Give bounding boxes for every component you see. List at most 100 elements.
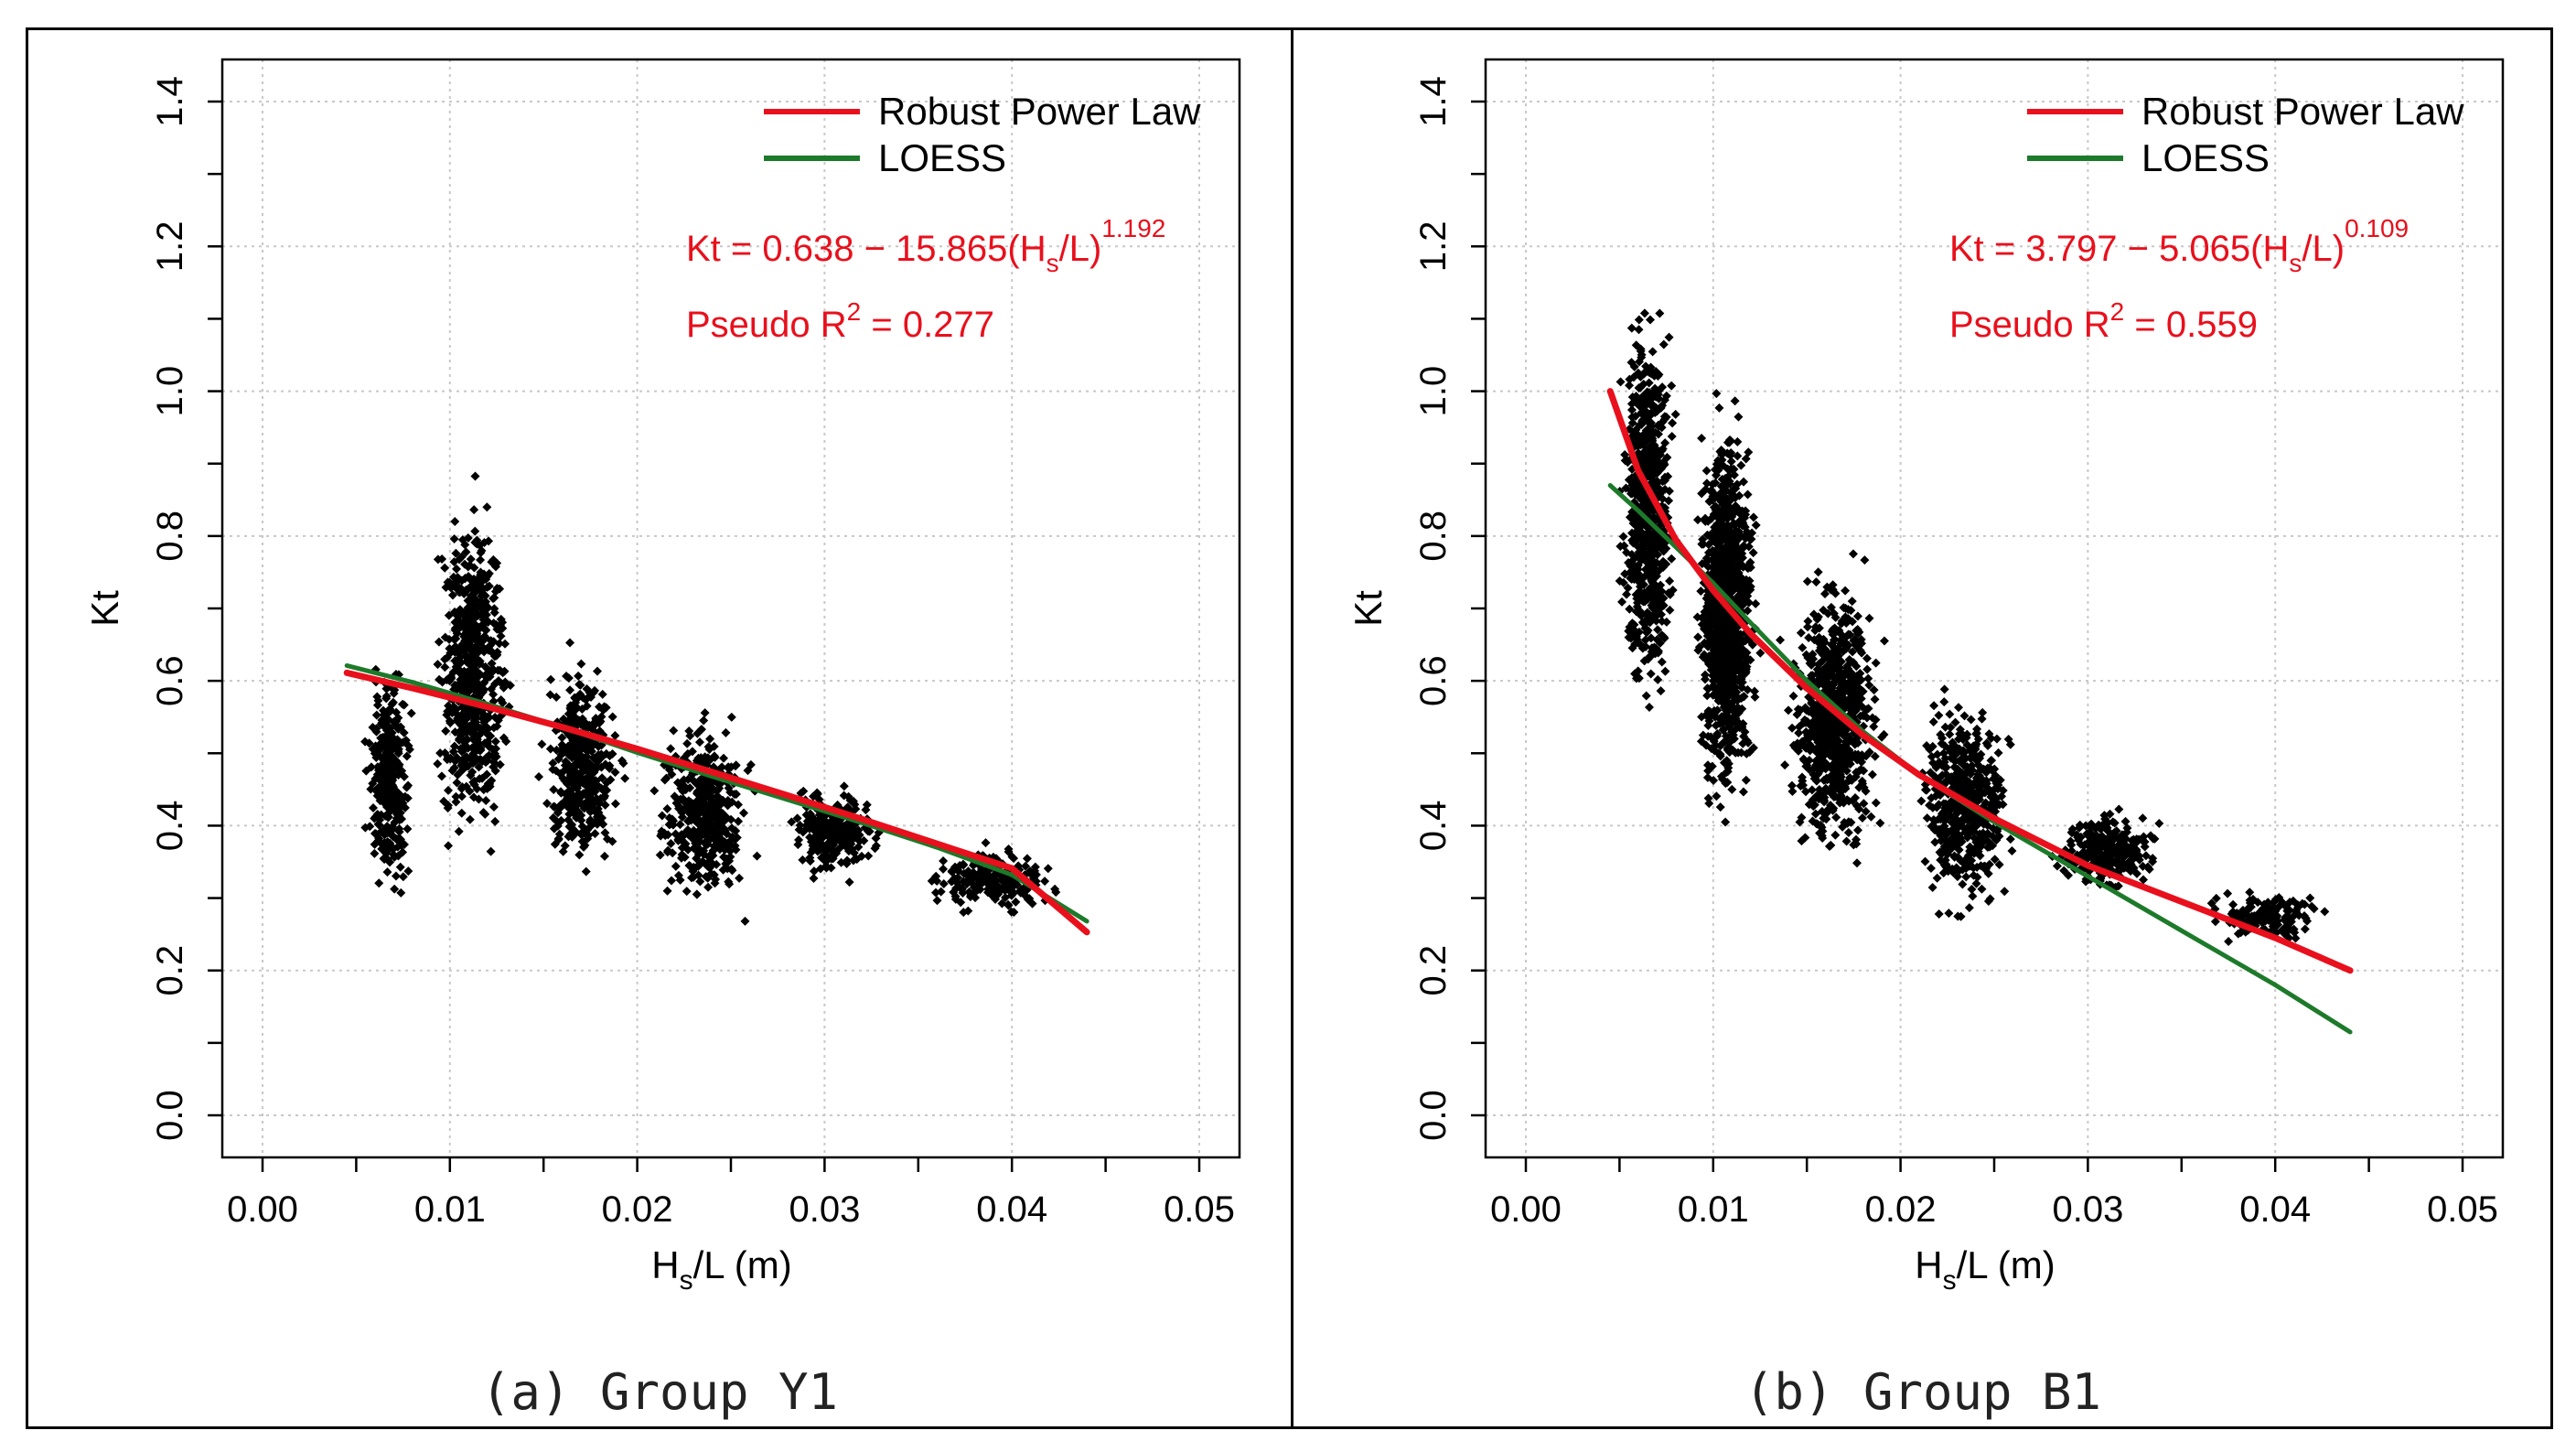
- scatter-point: [1801, 705, 1811, 715]
- scatter-point: [383, 823, 393, 834]
- x-axis-label: Hs/L (m): [651, 1243, 791, 1296]
- scatter-point: [577, 768, 587, 778]
- scatter-point: [595, 726, 605, 737]
- scatter-point: [1846, 817, 1856, 827]
- x-tick-label: 0.01: [1678, 1189, 1749, 1230]
- scatter-point: [595, 798, 605, 808]
- scatter-point: [1629, 361, 1639, 371]
- scatter-point: [448, 747, 458, 757]
- scatter-point: [373, 695, 383, 705]
- scatter-point: [455, 734, 465, 744]
- scatter-point: [1722, 756, 1732, 766]
- scatter-point: [1755, 648, 1766, 658]
- scatter-point: [845, 823, 855, 834]
- x-axis-label-sub: s: [680, 1265, 693, 1296]
- scatter-point: [664, 820, 674, 830]
- scatter-point: [1802, 730, 1812, 740]
- scatter-point: [398, 699, 408, 709]
- scatter-point: [1027, 898, 1037, 909]
- scatter-point: [1870, 694, 1880, 704]
- scatter-point: [669, 726, 679, 736]
- scatter-point: [1736, 748, 1746, 758]
- scatter-point: [719, 753, 729, 763]
- scatter-point: [1653, 625, 1663, 635]
- scatter-point: [575, 680, 585, 690]
- scatter-point: [1864, 747, 1874, 757]
- scatter-point: [601, 703, 611, 713]
- scatter-point: [1637, 522, 1647, 532]
- scatter-point: [1624, 632, 1634, 642]
- scatter-point: [1744, 748, 1755, 758]
- scatter-point: [565, 685, 575, 695]
- scatter-point: [1643, 522, 1653, 532]
- scatter-point: [374, 878, 384, 888]
- scatter-point: [574, 740, 584, 750]
- scatter-point: [1814, 675, 1824, 685]
- scatter-point: [1634, 383, 1644, 393]
- scatter-point: [579, 780, 589, 790]
- scatter-point: [1723, 659, 1733, 669]
- scatter-point: [939, 864, 949, 874]
- scatter-point: [839, 791, 849, 801]
- scatter-point: [556, 746, 566, 756]
- scatter-point: [829, 846, 839, 856]
- scatter-point: [1016, 885, 1026, 895]
- scatter-point: [1667, 554, 1677, 564]
- r2-annotation: Pseudo R2 = 0.277: [686, 297, 994, 345]
- scatter-point: [459, 631, 469, 641]
- scatter-point: [712, 791, 722, 801]
- scatter-point: [1828, 639, 1838, 649]
- scatter-point: [1859, 799, 1869, 809]
- scatter-point: [445, 676, 455, 686]
- scatter-point: [1656, 686, 1666, 696]
- scatter-point: [1642, 611, 1652, 621]
- scatter-point: [706, 848, 716, 858]
- scatter-point: [1661, 391, 1671, 401]
- scatter-point: [1714, 575, 1724, 585]
- scatter-point: [1717, 519, 1727, 529]
- scatter-point: [1733, 695, 1743, 705]
- scatter-point: [816, 838, 826, 848]
- scatter-point: [1862, 653, 1872, 663]
- scatter-point: [1811, 577, 1821, 587]
- scatter-point: [488, 689, 499, 699]
- scatter-point: [478, 679, 488, 689]
- x-axis-label-sub: s: [1943, 1265, 1957, 1296]
- scatter-point: [1776, 635, 1786, 645]
- scatter-point: [605, 751, 615, 761]
- scatter-point: [700, 817, 710, 827]
- scatter-point: [1642, 628, 1652, 638]
- scatter-point: [391, 798, 401, 808]
- scatter-point: [490, 816, 500, 826]
- scatter-point: [714, 780, 724, 790]
- scatter-point: [1807, 742, 1817, 752]
- scatter-point: [1718, 481, 1728, 491]
- scatter-point: [396, 792, 406, 802]
- scatter-point: [478, 807, 488, 817]
- scatter-point: [452, 610, 462, 620]
- scatter-point: [1841, 836, 1852, 846]
- scatter-point: [1847, 597, 1857, 607]
- scatter-point: [1825, 669, 1835, 679]
- scatter-point: [476, 743, 486, 753]
- scatter-point: [682, 738, 692, 748]
- scatter-point: [657, 811, 667, 821]
- scatter-point: [583, 834, 593, 844]
- scatter-point: [1858, 686, 1868, 696]
- scatter-point: [809, 874, 819, 884]
- scatter-point: [1646, 669, 1656, 679]
- scatter-point: [1713, 465, 1723, 475]
- scatter-point: [746, 759, 756, 769]
- scatter-point: [546, 674, 556, 684]
- scatter-point: [434, 637, 444, 647]
- scatter-point: [964, 887, 974, 898]
- scatter-point: [843, 846, 853, 856]
- scatter-point: [460, 726, 470, 736]
- scatter-point: [1701, 466, 1712, 476]
- scatter-point: [1736, 460, 1746, 470]
- scatter-point: [1797, 812, 1807, 823]
- scatter-point: [721, 840, 731, 850]
- scatter-point: [676, 783, 686, 793]
- scatter-point: [1651, 445, 1661, 455]
